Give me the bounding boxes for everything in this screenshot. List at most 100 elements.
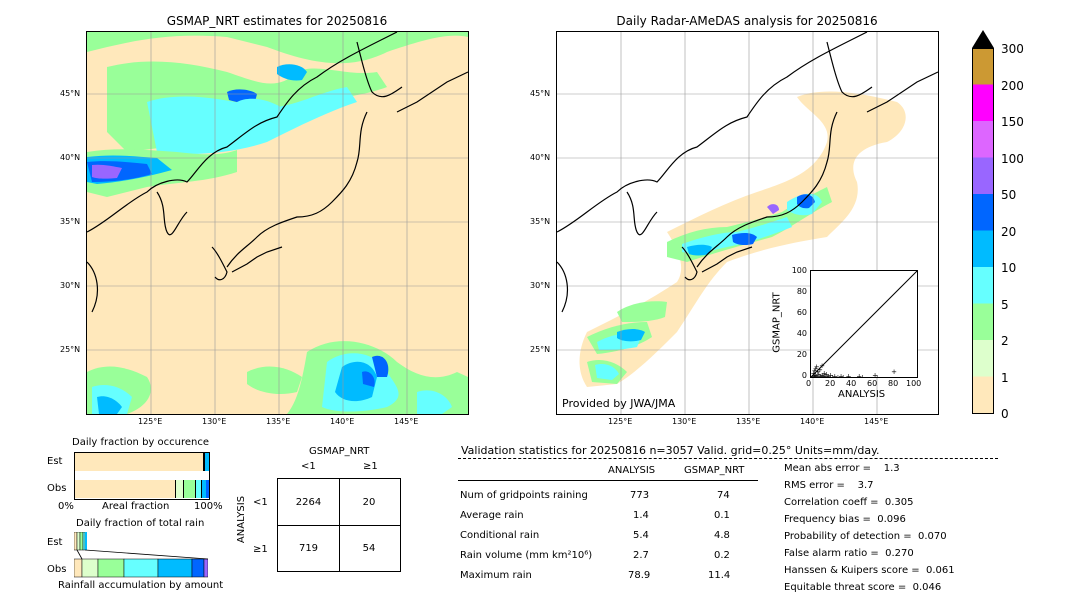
colorbar-segment [972,340,994,377]
colorbar-label-200: 200 [1001,79,1024,93]
fraction-axis-left: 0% [58,501,74,512]
scatter-point: + [818,374,824,378]
scatter-point: + [872,371,878,377]
fraction-obs-seg [175,480,184,498]
fraction-occurrence-bars [74,452,210,500]
scatter-inset: ++++++++++++++++++++++++++++++++++++++ [810,270,918,378]
contingency-cell: 20 [338,478,401,526]
score-mae: Mean abs error = 1.3 [784,463,900,474]
scatter-ytick: 20 [796,350,807,359]
fraction-rain-svg [73,531,209,578]
left-lon-130: 130°E [202,417,227,426]
scatter-xtick: 60 [867,379,878,388]
score-hk: Hanssen & Kuipers score = 0.061 [784,565,955,576]
score-pod: Probability of detection = 0.070 [784,531,947,542]
colorbar-label-2: 2 [1001,334,1009,348]
colorbar-segment [972,230,994,268]
right-lon-135: 135°E [736,417,761,426]
scatter-point: + [811,372,817,377]
scatter-xtick: 40 [846,379,857,388]
validation-row-label: Num of gridpoints raining [460,490,588,501]
scatter-xtick: 0 [806,379,812,388]
left-lon-140: 140°E [330,417,355,426]
score-rms: RMS error = 3.7 [784,480,874,491]
validation-row-analysis: 773 [630,490,650,501]
scatter-point: + [846,372,852,377]
scatter-point: + [824,374,830,378]
validation-row-analysis: 2.7 [633,550,649,561]
scatter-point: + [891,368,897,376]
colorbar-label-300: 300 [1001,42,1024,56]
right-lon-130: 130°E [672,417,697,426]
left-lat-25: 25°N [60,345,81,354]
scatter-point: + [825,372,831,377]
colorbar-label-150: 150 [1001,115,1024,129]
validation-row-gsmap: 74 [717,490,730,501]
right-map: ++++++++++++++++++++++++++++++++++++++ 1… [556,31,939,415]
colorbar-segment [972,157,994,195]
score-ets: Equitable threat score = 0.046 [784,582,942,593]
colorbar-segment [972,48,994,85]
scatter-ytick: 40 [796,329,807,338]
scatter-point: + [819,371,825,377]
left-lon-125: 125°E [138,417,163,426]
scatter-point: + [859,374,865,378]
scatter-point: + [812,367,818,375]
scatter-point: + [812,374,818,378]
colorbar-segment [972,84,994,122]
scatter-point: + [813,374,819,378]
scatter-point: + [835,374,841,378]
left-map: 45°N [86,31,469,415]
scatter-ylabel: GSMAP_NRT [771,292,783,353]
colorbar-svg [972,30,994,414]
contingency-col-label-ge1: ≥1 [363,461,378,472]
scatter-point: + [811,374,816,378]
validation-table-rule [458,480,758,481]
validation-col-gsmap: GSMAP_NRT [684,465,745,476]
colorbar-label-1: 1 [1001,371,1009,385]
fraction-obs-label: Obs [47,483,67,494]
scatter-point: + [830,374,836,378]
colorbar-label-0: 0 [1001,407,1009,421]
validation-row-label: Average rain [460,510,524,521]
scatter-point: + [815,368,821,376]
left-lon-145: 145°E [394,417,419,426]
colorbar-label-10: 10 [1001,261,1017,275]
colorbar [972,30,994,414]
fraction-obs-seg [183,480,196,498]
scatter-point: + [817,366,823,374]
fraction-est-label: Est [47,456,63,467]
fraction-axis-right: 100% [194,501,223,512]
left-lat-35: 35°N [60,217,81,226]
colorbar-segment [972,376,994,414]
colorbar-segment [972,121,994,158]
scatter-point: + [828,371,834,377]
right-map-title: Daily Radar-AMeDAS analysis for 20250816 [616,14,878,28]
contingency-row-label-lt1: <1 [253,497,268,508]
scatter-point: + [821,374,827,378]
fraction-obs-seg [206,480,209,498]
fraction-rain-bars [73,531,209,578]
right-lat-45: 45°N [530,89,551,98]
scatter-ytick: 100 [791,266,807,275]
scatter-point: + [813,365,819,373]
scatter-point: + [819,362,825,370]
scatter-point: + [821,369,827,377]
score-corr: Correlation coeff = 0.305 [784,497,914,508]
right-lon-125: 125°E [608,417,633,426]
right-map-canvas [557,32,938,414]
fraction-est-seg [203,453,205,471]
scatter-xlabel: ANALYSIS [838,389,886,400]
scatter-point: + [822,372,828,377]
right-lat-35: 35°N [530,217,551,226]
credit-text: Provided by JWA/JMA [562,397,676,410]
colorbar-label-5: 5 [1001,298,1009,312]
scatter-point: + [814,372,820,377]
score-freq-bias: Frequency bias = 0.096 [784,514,906,525]
scatter-point: + [813,371,819,377]
scatter-point: + [814,363,820,371]
right-lon-145: 145°E [864,417,889,426]
fraction-rain-title: Daily fraction of total rain [76,518,205,529]
scatter-ytick: 60 [796,308,807,317]
contingency-side-header: ANALYSIS [236,495,248,544]
